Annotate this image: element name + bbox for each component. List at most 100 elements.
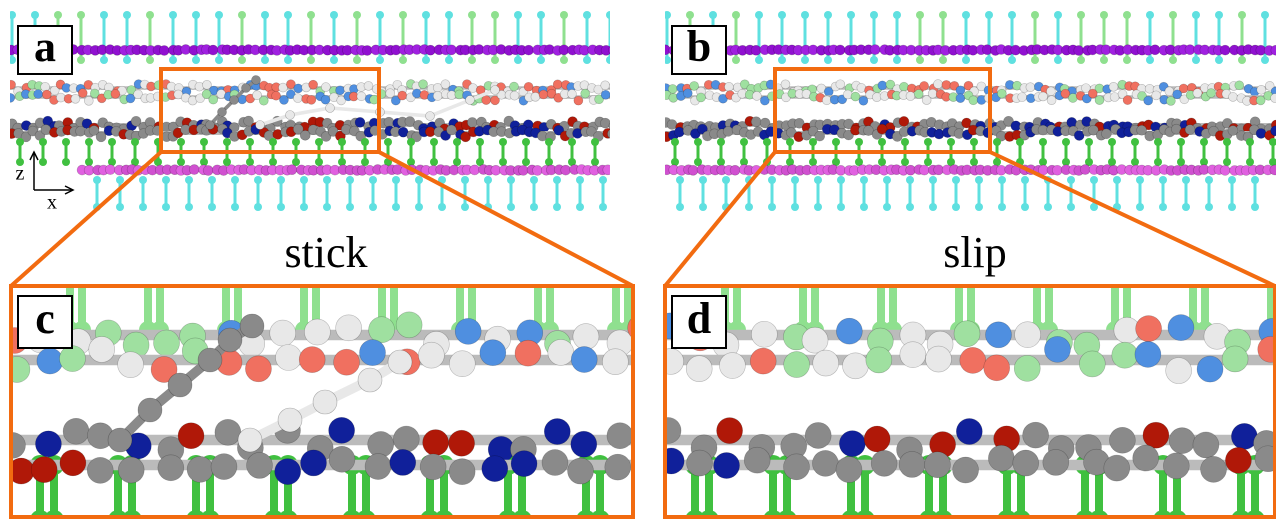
atom <box>325 103 335 113</box>
atom <box>832 158 840 166</box>
atom <box>602 164 610 176</box>
atom <box>1264 81 1275 91</box>
atom <box>952 203 960 211</box>
atom <box>543 418 571 445</box>
atom <box>717 138 725 146</box>
atom <box>323 176 331 184</box>
atom <box>899 81 909 92</box>
atom <box>1132 444 1160 472</box>
atom <box>783 351 810 378</box>
atom <box>1206 88 1216 98</box>
atom <box>606 422 633 450</box>
atom <box>10 56 16 64</box>
atom <box>336 95 346 106</box>
atom <box>570 346 598 373</box>
atom <box>1165 357 1192 384</box>
atom <box>207 44 219 56</box>
atom <box>985 56 993 64</box>
atom <box>687 165 699 176</box>
atom <box>338 138 346 146</box>
atom <box>970 138 978 146</box>
atom <box>300 203 308 211</box>
atom <box>1168 427 1196 454</box>
atom <box>1073 45 1085 56</box>
atom <box>30 456 58 483</box>
atom <box>422 56 430 64</box>
zoom-box <box>159 67 381 154</box>
atom <box>1062 138 1070 146</box>
atom <box>877 80 888 91</box>
atom <box>353 56 361 64</box>
atom <box>1205 176 1213 184</box>
atom <box>200 138 208 146</box>
atom <box>271 90 281 101</box>
atom <box>177 422 205 450</box>
atom <box>604 453 632 481</box>
atom <box>933 79 943 89</box>
atom <box>284 11 292 19</box>
atom <box>750 116 762 128</box>
atom <box>137 397 163 423</box>
atom <box>446 124 457 136</box>
atom <box>1012 449 1040 477</box>
atom <box>1177 138 1185 146</box>
atom <box>793 117 805 129</box>
atom <box>523 81 534 92</box>
atom <box>1039 138 1047 146</box>
atom <box>387 349 413 375</box>
atom <box>713 452 740 479</box>
atom <box>300 449 327 477</box>
atom <box>1131 138 1139 146</box>
atom <box>755 56 763 64</box>
atom <box>385 88 396 98</box>
atom <box>460 131 471 143</box>
atom <box>804 422 832 449</box>
atom <box>1182 176 1190 184</box>
atom <box>1151 90 1161 101</box>
atom <box>835 79 846 90</box>
atom <box>327 126 339 137</box>
atom <box>16 138 24 146</box>
atom <box>689 81 699 91</box>
caption: slip <box>943 228 1007 277</box>
atom <box>205 120 215 130</box>
atom <box>261 11 269 19</box>
atom <box>547 339 575 366</box>
atom <box>1111 341 1139 369</box>
atom <box>241 83 251 93</box>
atom <box>763 138 771 146</box>
atom <box>376 56 384 64</box>
atom <box>39 138 47 146</box>
atom <box>523 44 534 56</box>
atom <box>278 82 288 93</box>
atom <box>448 350 476 378</box>
atom <box>33 89 43 99</box>
atom <box>1269 158 1276 166</box>
atom <box>108 138 116 146</box>
atom <box>116 176 124 184</box>
atom <box>939 56 947 64</box>
atom <box>893 56 901 64</box>
atom <box>869 44 881 55</box>
atom <box>1123 56 1131 64</box>
atom <box>997 88 1007 99</box>
atom <box>947 138 955 146</box>
atom <box>768 176 776 184</box>
atom <box>1200 138 1208 146</box>
atom <box>252 90 262 101</box>
atom <box>1014 321 1041 348</box>
atom <box>532 165 543 176</box>
atom <box>1261 56 1269 64</box>
atom <box>572 323 600 350</box>
atom <box>832 138 840 146</box>
atom <box>304 318 331 346</box>
atom <box>1044 336 1071 363</box>
atom <box>729 165 741 176</box>
atom <box>1251 203 1259 211</box>
atom <box>1238 56 1246 64</box>
atom <box>468 56 476 64</box>
atom <box>1101 128 1112 140</box>
atom <box>223 138 231 146</box>
atom <box>860 203 868 211</box>
atom <box>824 11 832 19</box>
